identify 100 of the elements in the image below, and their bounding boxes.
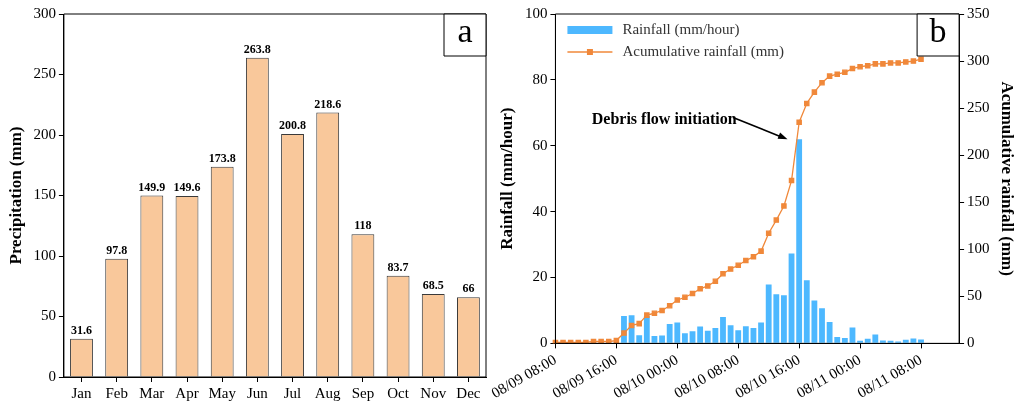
bar: [659, 335, 665, 343]
y2-tick-label: 200: [967, 146, 990, 163]
point: [750, 254, 757, 260]
bar: [681, 333, 688, 343]
data-label: 218.6: [314, 96, 342, 111]
bar: [857, 340, 863, 343]
y-tick-label: 300: [33, 4, 56, 21]
x-tick-label: Aug: [314, 384, 342, 401]
bar: [841, 338, 848, 343]
point: [697, 286, 703, 292]
bar: [742, 326, 749, 343]
point: [758, 248, 764, 254]
x-tick-label: Feb: [105, 384, 128, 401]
point: [910, 58, 917, 64]
y2-tick-label: 300: [967, 51, 990, 68]
y-tick-label: 100: [33, 246, 56, 263]
point: [857, 63, 863, 70]
bar: [796, 139, 803, 343]
point: [765, 230, 772, 237]
point: [834, 71, 841, 77]
data-label: 149.9: [138, 179, 166, 194]
y2-axis-title: Acumulative rainfall (mm): [998, 81, 1018, 276]
data-label: 149.6: [173, 180, 201, 195]
bar: [880, 340, 886, 343]
x-tick-label: Jan: [71, 384, 92, 401]
point: [903, 59, 909, 65]
data-label: 31.6: [70, 322, 92, 337]
y-tick-label: 0: [539, 334, 548, 351]
y2-tick-label: 0: [967, 334, 975, 351]
point: [674, 297, 681, 303]
point: [651, 310, 658, 317]
y-tick-label: 0: [48, 367, 56, 384]
bar: [781, 295, 787, 343]
point: [819, 79, 825, 86]
bar: [651, 336, 658, 343]
y-tick-label: 80: [532, 70, 548, 87]
data-label: 66: [462, 281, 475, 296]
legend-label: Rainfall (mm/hour): [622, 20, 740, 38]
point: [842, 69, 848, 76]
point: [682, 294, 688, 301]
data-label: 118: [354, 218, 372, 233]
point: [712, 278, 719, 285]
point: [727, 266, 734, 272]
y2-tick-label: 350: [967, 4, 990, 21]
point: [804, 100, 810, 107]
point: [704, 283, 711, 289]
x-tick-label: Dec: [456, 384, 481, 401]
y-tick-label: 150: [33, 186, 56, 203]
data-label: 263.8: [243, 41, 271, 56]
bar: [697, 326, 704, 343]
point: [583, 339, 589, 344]
point: [826, 73, 833, 79]
annotation: Debris flow initiation: [591, 109, 737, 127]
y2-tick-label: 150: [967, 193, 990, 210]
data-label: 97.8: [106, 242, 128, 257]
point: [605, 338, 612, 344]
point: [895, 60, 901, 66]
x-tick-label: Jun: [246, 384, 269, 401]
y-tick-label: 200: [33, 125, 56, 142]
point: [598, 338, 604, 344]
point: [659, 307, 665, 314]
point: [644, 312, 650, 318]
point: [811, 89, 818, 95]
bar: [758, 322, 764, 343]
data-label: 173.8: [208, 150, 236, 165]
x-tick-label: Jul: [283, 384, 302, 401]
point: [720, 270, 726, 277]
point: [735, 262, 741, 269]
x-tick-label: Nov: [420, 384, 447, 401]
x-tick-label: May: [208, 384, 237, 401]
y-tick-label: 60: [532, 136, 548, 153]
point: [918, 56, 924, 62]
x-tick-label: Sep: [351, 384, 375, 401]
bar: [819, 308, 825, 343]
point: [872, 61, 879, 67]
point: [621, 330, 627, 336]
y-axis-title: Rainfall (mm/hour): [497, 107, 517, 250]
bar: [918, 339, 924, 343]
y-axis-title: Precipitation (mm): [5, 126, 25, 265]
point: [887, 60, 894, 66]
y2-tick-label: 50: [967, 287, 983, 304]
y2-tick-label: 100: [967, 240, 990, 257]
data-label: 83.7: [387, 259, 409, 274]
bar: [720, 317, 726, 343]
bar: [643, 316, 650, 343]
chart-title: b: [929, 11, 947, 49]
y-tick-label: 50: [40, 307, 56, 324]
legend-label: Acumulative rainfall (mm): [622, 42, 785, 60]
chart-title: a: [457, 11, 473, 49]
x-tick-label: Oct: [387, 384, 410, 401]
y-tick-label: 40: [532, 202, 548, 219]
point: [796, 119, 802, 125]
data-label: 200.8: [279, 118, 307, 133]
point: [636, 320, 642, 327]
point: [781, 203, 787, 209]
x-tick-label: Mar: [139, 384, 165, 401]
y2-tick-label: 250: [967, 99, 990, 116]
point: [560, 339, 566, 344]
point: [880, 61, 886, 67]
x-tick-label: Apr: [175, 384, 199, 401]
